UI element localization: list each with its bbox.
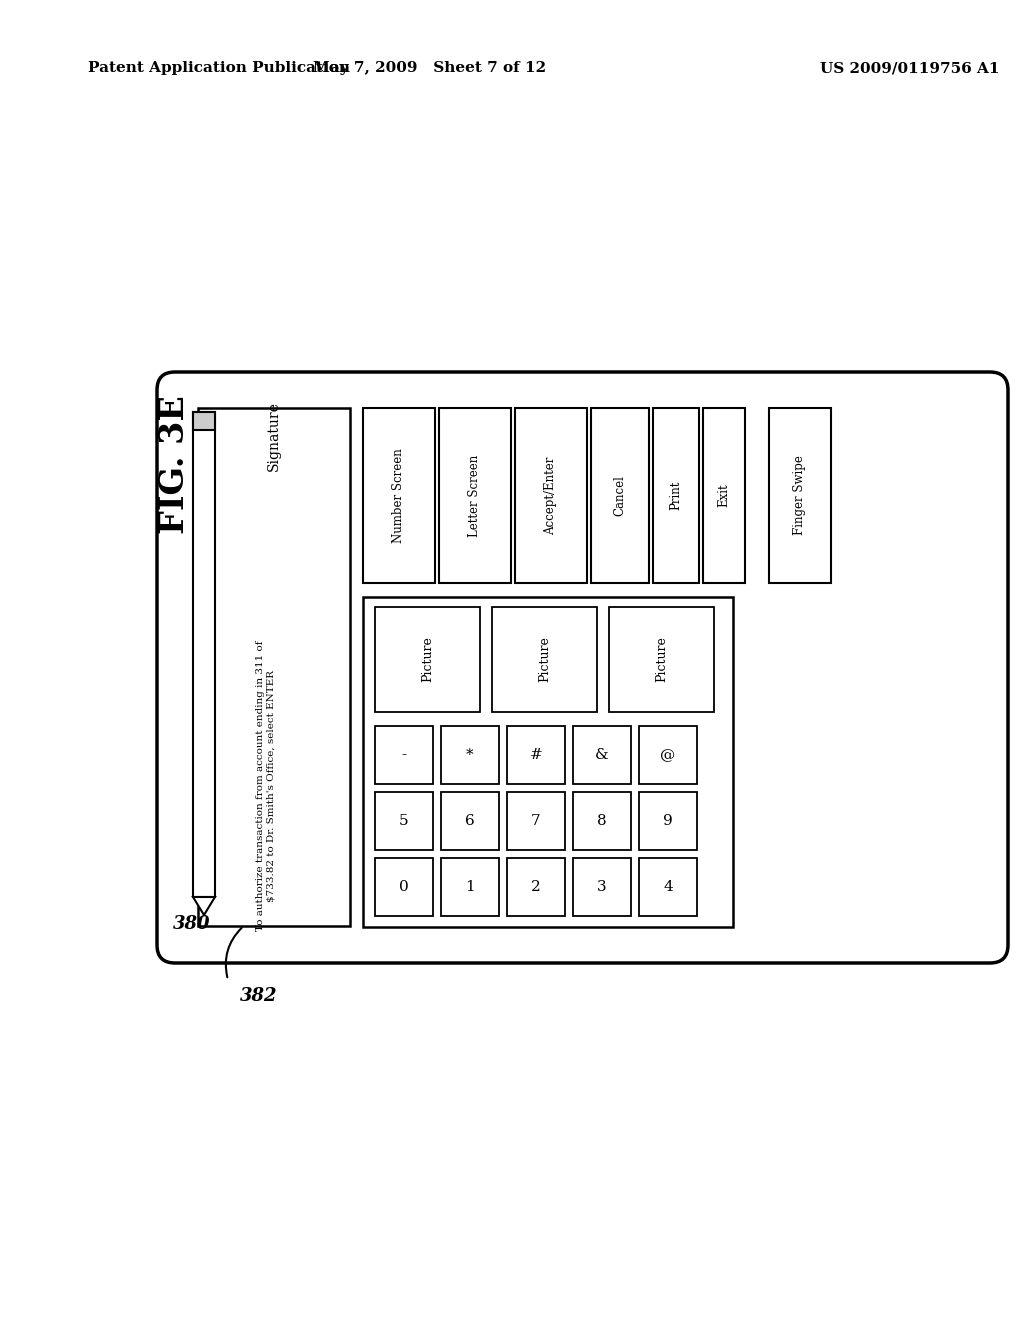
Text: US 2009/0119756 A1: US 2009/0119756 A1 (820, 61, 999, 75)
Bar (362, 597, 733, 927)
Bar (193, 412, 215, 430)
Bar (507, 792, 565, 850)
Text: 2: 2 (531, 880, 541, 894)
Polygon shape (193, 898, 215, 915)
Bar (441, 858, 499, 916)
Text: 7: 7 (531, 814, 541, 828)
Text: Cancel: Cancel (613, 475, 627, 516)
Text: Patent Application Publication: Patent Application Publication (88, 61, 350, 75)
Text: -: - (401, 748, 407, 762)
Text: Picture: Picture (655, 636, 668, 682)
Bar (441, 726, 499, 784)
Text: 0: 0 (399, 880, 409, 894)
Bar (639, 858, 697, 916)
Text: Exit: Exit (718, 483, 730, 507)
Bar (198, 408, 350, 927)
Text: #: # (529, 748, 543, 762)
Bar (375, 792, 433, 850)
Text: Finger Swipe: Finger Swipe (794, 455, 807, 536)
Bar (507, 858, 565, 916)
Bar (573, 792, 631, 850)
Bar (769, 408, 831, 583)
Text: &: & (595, 748, 609, 762)
Bar (375, 607, 480, 711)
Bar (507, 726, 565, 784)
Text: Picture: Picture (538, 636, 551, 682)
Bar (573, 726, 631, 784)
FancyBboxPatch shape (157, 372, 1008, 964)
Bar (375, 726, 433, 784)
Text: 382: 382 (240, 987, 278, 1005)
Bar (193, 412, 215, 898)
Bar (703, 408, 745, 583)
Bar (439, 408, 511, 583)
Text: 8: 8 (597, 814, 607, 828)
Text: 4: 4 (664, 880, 673, 894)
Bar (591, 408, 649, 583)
Text: Picture: Picture (421, 636, 434, 682)
Text: 6: 6 (465, 814, 475, 828)
Text: To authorize transaction from account ending in 311 of
$733.82 to Dr. Smith's Of: To authorize transaction from account en… (256, 640, 275, 931)
Bar (573, 858, 631, 916)
Bar (441, 792, 499, 850)
Text: Signature: Signature (267, 401, 281, 471)
Bar (492, 607, 597, 711)
Bar (375, 858, 433, 916)
Text: Letter Screen: Letter Screen (469, 454, 481, 537)
Bar (639, 726, 697, 784)
Bar (362, 408, 435, 583)
Text: 9: 9 (664, 814, 673, 828)
Text: @: @ (660, 748, 676, 762)
Text: 1: 1 (465, 880, 475, 894)
Text: 3: 3 (597, 880, 607, 894)
Bar (639, 792, 697, 850)
Text: Accept/Enter: Accept/Enter (545, 457, 557, 535)
Text: May 7, 2009   Sheet 7 of 12: May 7, 2009 Sheet 7 of 12 (313, 61, 547, 75)
Text: Print: Print (670, 480, 683, 511)
Bar (515, 408, 587, 583)
Text: FIG. 3E: FIG. 3E (158, 395, 191, 533)
Text: 5: 5 (399, 814, 409, 828)
Text: 380: 380 (173, 915, 211, 933)
Bar (609, 607, 714, 711)
Text: Number Screen: Number Screen (392, 447, 406, 543)
Text: *: * (466, 748, 474, 762)
Bar (653, 408, 699, 583)
